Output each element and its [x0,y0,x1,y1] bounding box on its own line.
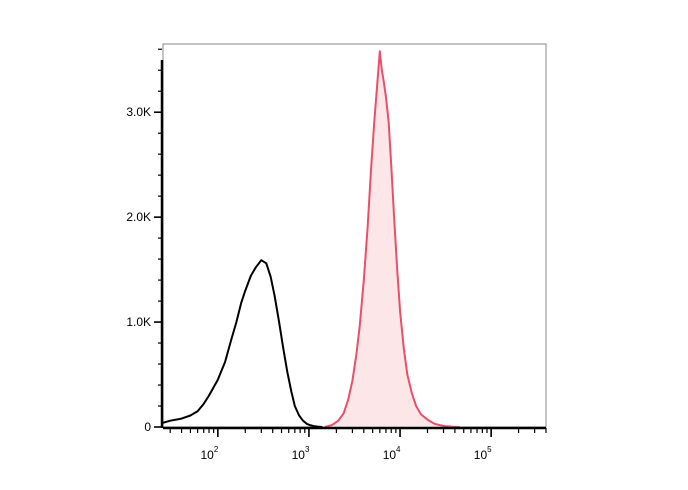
y-tick-label: 2.0K [126,210,151,224]
series-2-fill [325,51,460,428]
series-2-line [324,50,460,428]
x-tick-exponent: 4 [396,445,401,454]
axes-layer: 10 2 10 3 10 4 10 501.0K2.0K3.0K [126,48,547,462]
series-layer [162,50,460,428]
y-tick-label: 3.0K [126,105,151,119]
x-tick-exponent: 5 [487,445,492,454]
y-tick-label: 1.0K [126,315,151,329]
x-tick-label: 10 [383,448,397,462]
y-tick-label: 0 [144,420,151,434]
x-tick-label: 10 [474,448,488,462]
x-tick-exponent: 2 [214,445,219,454]
series-1-line [162,259,323,428]
x-tick-exponent: 3 [305,445,310,454]
x-tick-label: 10 [292,448,306,462]
x-tick-label: 10 [200,448,214,462]
